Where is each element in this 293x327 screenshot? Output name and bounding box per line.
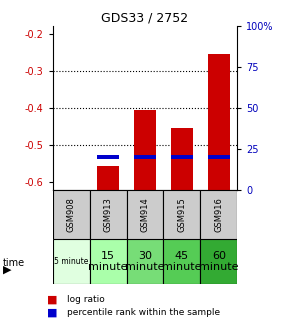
Text: ▶: ▶: [3, 265, 11, 275]
Text: GSM914: GSM914: [141, 197, 149, 232]
Text: 30
minute: 30 minute: [125, 251, 165, 272]
Bar: [53, 239, 90, 284]
Bar: [208, 54, 230, 190]
Text: 45
minute: 45 minute: [162, 251, 202, 272]
Text: ■: ■: [47, 294, 57, 304]
Bar: [134, 155, 156, 159]
Bar: [171, 155, 193, 159]
Bar: [200, 239, 237, 284]
Bar: [200, 190, 237, 239]
Title: GDS33 / 2752: GDS33 / 2752: [101, 12, 189, 25]
Text: time: time: [3, 258, 25, 268]
Text: log ratio: log ratio: [67, 295, 105, 304]
Bar: [90, 190, 127, 239]
Bar: [90, 239, 127, 284]
Text: 60
minute: 60 minute: [199, 251, 239, 272]
Text: 15
minute: 15 minute: [88, 251, 128, 272]
Bar: [127, 239, 163, 284]
Text: ■: ■: [47, 307, 57, 317]
Bar: [208, 155, 230, 159]
Text: GSM908: GSM908: [67, 197, 76, 232]
Text: GSM913: GSM913: [104, 197, 113, 232]
Bar: [134, 110, 156, 190]
Bar: [127, 190, 163, 239]
Text: GSM915: GSM915: [178, 197, 186, 232]
Bar: [171, 129, 193, 190]
Bar: [97, 155, 119, 159]
Bar: [97, 165, 119, 190]
Text: GSM916: GSM916: [214, 197, 223, 232]
Text: 5 minute: 5 minute: [54, 257, 88, 266]
Bar: [163, 239, 200, 284]
Bar: [163, 190, 200, 239]
Text: percentile rank within the sample: percentile rank within the sample: [67, 308, 221, 317]
Bar: [53, 190, 90, 239]
